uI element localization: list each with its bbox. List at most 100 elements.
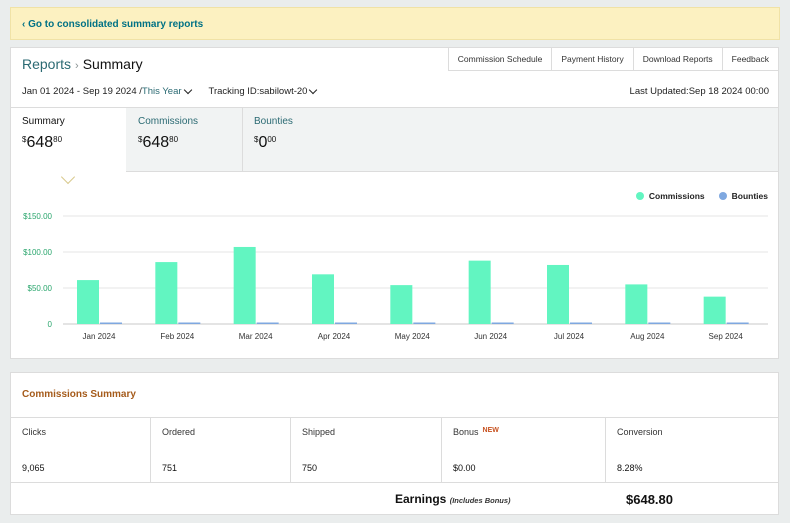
legend-commissions-label: Commissions bbox=[648, 191, 705, 201]
metric-label: Bonus NEW bbox=[453, 427, 499, 437]
amount-cents: 80 bbox=[53, 135, 63, 144]
commissions-bar[interactable] bbox=[155, 262, 178, 324]
tab-bounties[interactable]: Bounties $0 00 bbox=[243, 108, 359, 172]
tab-bounties-amount: $0 00 bbox=[254, 134, 348, 152]
x-tick-label: Mar 2024 bbox=[239, 332, 273, 341]
commissions-bar[interactable] bbox=[703, 296, 726, 324]
bounties-bar[interactable] bbox=[335, 322, 357, 325]
metric-value: $0.00 bbox=[453, 463, 476, 473]
y-tick-label: $50.00 bbox=[28, 284, 53, 293]
commission-schedule-link[interactable]: Commission Schedule bbox=[447, 48, 552, 71]
metric-ordered: Ordered 751 bbox=[151, 418, 291, 482]
bounties-bar[interactable] bbox=[100, 322, 122, 325]
legend-commissions[interactable]: Commissions bbox=[635, 191, 705, 201]
x-tick-label: May 2024 bbox=[395, 332, 431, 341]
summary-card: Reports › Summary Commission Schedule Paym… bbox=[10, 47, 779, 359]
report-links: Commission Schedule Payment History Down… bbox=[447, 48, 778, 71]
legend-bounties-label: Bounties bbox=[731, 191, 768, 201]
earnings-row: Earnings (Includes Bonus) $648.80 bbox=[11, 483, 778, 514]
x-tick-label: Jul 2024 bbox=[554, 332, 585, 341]
date-range-text: Jan 01 2024 - Sep 19 2024 / bbox=[22, 86, 142, 97]
tracking-id-text: Tracking ID:sabilowt-20 bbox=[208, 86, 308, 97]
metric-bonus: Bonus NEW $0.00 bbox=[442, 418, 606, 482]
consolidated-summary-link[interactable]: ‹ Go to consolidated summary reports bbox=[22, 19, 204, 30]
feedback-link[interactable]: Feedback bbox=[721, 48, 778, 71]
y-tick-label: $100.00 bbox=[23, 248, 52, 257]
bounties-bar[interactable] bbox=[413, 322, 436, 325]
metric-label: Conversion bbox=[617, 427, 663, 437]
tab-bounties-label: Bounties bbox=[254, 116, 293, 127]
earnings-bar-chart: 0 $50.00 $100.00 $150.00 Jan 2024 Feb 2024 Mar… bbox=[23, 212, 768, 341]
metric-value: 9,065 bbox=[22, 463, 45, 473]
x-tick-label: Jan 2024 bbox=[83, 332, 116, 341]
x-tick-label: Aug 2024 bbox=[630, 332, 665, 341]
earnings-note: (Includes Bonus) bbox=[449, 496, 511, 505]
new-badge: NEW bbox=[482, 427, 499, 434]
last-updated-text: Last Updated:Sep 18 2024 00:00 bbox=[629, 86, 769, 97]
commissions-summary-title: Commissions Summary bbox=[22, 389, 136, 400]
commissions-bar[interactable] bbox=[625, 284, 648, 324]
tab-commissions[interactable]: Commissions $648 80 bbox=[127, 108, 243, 172]
x-tick-label: Feb 2024 bbox=[160, 332, 194, 341]
commissions-bar[interactable] bbox=[77, 280, 99, 324]
payment-history-link[interactable]: Payment History bbox=[551, 48, 633, 71]
tab-summary-label: Summary bbox=[22, 116, 65, 127]
amount-dollars: 0 bbox=[258, 134, 268, 151]
bounties-bar[interactable] bbox=[256, 322, 279, 325]
commissions-dot-icon bbox=[635, 192, 644, 200]
breadcrumb: Reports › Summary bbox=[22, 56, 143, 72]
metrics-row: Clicks 9,065 Ordered 751 Shipped 750 Bon… bbox=[11, 417, 778, 483]
page-title: Summary bbox=[82, 56, 143, 72]
metric-shipped: Shipped 750 bbox=[291, 418, 442, 482]
currency-symbol: $ bbox=[138, 135, 143, 144]
consolidated-banner: ‹ Go to consolidated summary reports bbox=[10, 7, 780, 40]
legend-bounties[interactable]: Bounties bbox=[718, 191, 768, 201]
tab-summary-amount: $648 80 bbox=[22, 134, 115, 152]
metric-label: Ordered bbox=[162, 427, 196, 437]
breadcrumb-chevron-icon: › bbox=[75, 60, 79, 72]
metric-conversion: Conversion 8.28% bbox=[606, 418, 778, 482]
bounties-bar[interactable] bbox=[726, 322, 749, 325]
tab-summary[interactable]: Summary $648 80 bbox=[11, 108, 126, 174]
chevron-down-icon[interactable] bbox=[183, 85, 192, 95]
x-tick-label: Sep 2024 bbox=[709, 332, 744, 341]
tracking-id-dropdown[interactable]: Tracking ID:sabilowt-20 bbox=[208, 85, 323, 97]
bounties-bar[interactable] bbox=[648, 322, 671, 325]
currency-symbol: $ bbox=[254, 135, 259, 144]
metric-clicks: Clicks 9,065 bbox=[11, 418, 151, 482]
metric-value: 750 bbox=[302, 463, 318, 473]
amount-dollars: 648 bbox=[142, 134, 170, 151]
metric-value: 8.28% bbox=[617, 463, 643, 473]
chart-legend: Commissions Bounties bbox=[622, 191, 768, 201]
currency-symbol: $ bbox=[22, 135, 27, 144]
bounties-dot-icon bbox=[718, 192, 727, 200]
amount-dollars: 648 bbox=[26, 134, 54, 151]
metric-value: 751 bbox=[162, 463, 178, 473]
metric-label: Clicks bbox=[22, 427, 46, 437]
earnings-label: Earnings (Includes Bonus) bbox=[395, 492, 511, 506]
breadcrumb-reports-link[interactable]: Reports bbox=[22, 56, 72, 72]
chevron-down-icon bbox=[309, 85, 318, 95]
commissions-bar[interactable] bbox=[547, 264, 569, 324]
commissions-bar[interactable] bbox=[390, 285, 413, 324]
amount-cents: 80 bbox=[169, 135, 179, 144]
tab-commissions-amount: $648 80 bbox=[138, 134, 231, 152]
filter-row: Jan 01 2024 - Sep 19 2024 / This Year Tr… bbox=[22, 85, 323, 97]
y-tick-label: $150.00 bbox=[23, 212, 52, 221]
x-tick-label: Apr 2024 bbox=[318, 332, 351, 341]
tab-commissions-label: Commissions bbox=[138, 116, 199, 127]
y-tick-label: 0 bbox=[48, 320, 53, 329]
x-tick-label: Jun 2024 bbox=[474, 332, 507, 341]
bounties-bar[interactable] bbox=[570, 322, 592, 325]
commissions-bar[interactable] bbox=[233, 246, 256, 324]
bounties-bar[interactable] bbox=[491, 322, 514, 325]
earnings-value: $648.80 bbox=[626, 492, 673, 507]
period-dropdown[interactable]: This Year bbox=[141, 86, 182, 97]
commissions-bar[interactable] bbox=[468, 260, 491, 324]
metric-label: Shipped bbox=[302, 427, 336, 437]
commissions-summary-card: Commissions Summary Clicks 9,065 Ordered… bbox=[10, 372, 779, 515]
download-reports-link[interactable]: Download Reports bbox=[632, 48, 722, 71]
summary-tabs: Summary $648 80 Commissions $648 80 Bounti… bbox=[11, 107, 778, 174]
bounties-bar[interactable] bbox=[178, 322, 201, 325]
commissions-bar[interactable] bbox=[312, 274, 334, 324]
